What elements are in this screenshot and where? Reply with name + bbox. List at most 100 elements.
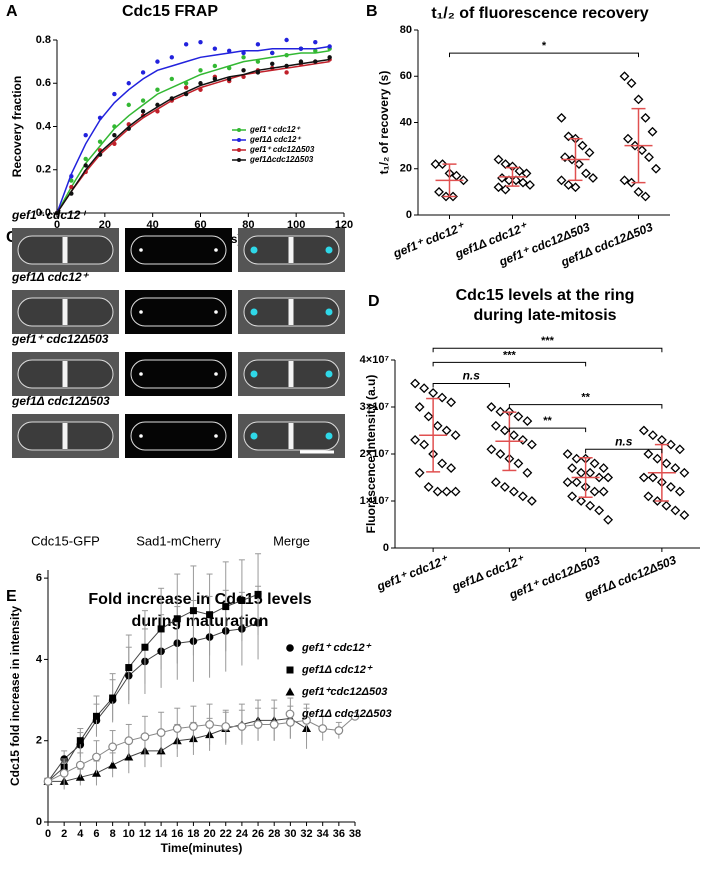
significance-label: ** [581, 392, 590, 404]
significance-bracket [432, 347, 663, 353]
data-point [241, 50, 246, 56]
data-point [270, 50, 275, 56]
x-axis-label: Time(minutes) [161, 841, 243, 855]
significance-bracket [508, 404, 663, 409]
chart-title: during maturation [132, 613, 269, 630]
data-point [255, 59, 261, 64]
data-point [155, 87, 160, 92]
data-point [419, 383, 430, 394]
data-point [619, 175, 630, 186]
data-point [212, 76, 218, 82]
data-point [169, 76, 174, 82]
spindle-pole [139, 434, 143, 438]
row-label: gef1⁺ cdc12⁺ [11, 208, 88, 222]
data-point [598, 486, 609, 497]
data-point [633, 94, 644, 105]
data-point [450, 430, 461, 441]
y-tick-label: 0 [383, 542, 389, 554]
data-point [562, 449, 573, 459]
data-point [69, 191, 74, 196]
row-label: gef1⁺ cdc12Δ503 [11, 332, 109, 346]
data-point [526, 496, 537, 506]
spindle-pole [214, 434, 218, 438]
data-point [603, 472, 614, 483]
cell-outline [130, 421, 227, 451]
x-tick-label: 30 [284, 828, 296, 840]
data-point [108, 760, 118, 769]
data-point [269, 720, 279, 729]
data-point [83, 156, 88, 162]
data-point [437, 392, 448, 403]
y-tick-label: 0.8 [36, 34, 51, 46]
legend-label: gef1Δcdc12Δ503 [249, 155, 314, 164]
significance-bracket [585, 448, 663, 454]
legend-marker [286, 644, 294, 652]
data-point [522, 467, 533, 478]
data-point [156, 728, 166, 737]
y-axis-label: t₁/₂ of recovery (s) [377, 71, 391, 175]
chart-title: Fold increase in Cdc15 levels [88, 591, 311, 608]
data-point [183, 85, 189, 90]
y-tick-label: 0 [406, 209, 412, 221]
significance-bracket [508, 427, 587, 433]
data-point [140, 109, 146, 114]
data-point [414, 402, 425, 412]
data-point [183, 91, 189, 97]
data-point [437, 458, 448, 469]
data-point [141, 643, 149, 651]
significance-bracket [432, 361, 587, 367]
spindle-pole [214, 310, 218, 314]
data-point [43, 776, 53, 786]
data-point [647, 472, 658, 483]
data-point [255, 70, 261, 75]
data-point [567, 491, 578, 502]
data-point [576, 496, 587, 506]
data-point [430, 159, 441, 170]
contractile-ring [288, 423, 294, 449]
spindle-pole [250, 308, 258, 316]
y-tick-label: 3×10⁷ [360, 401, 390, 413]
data-point [298, 46, 304, 51]
data-point [486, 402, 497, 412]
data-point [75, 760, 85, 770]
data-point [562, 477, 573, 488]
data-point [270, 61, 275, 66]
data-point [633, 186, 644, 197]
x-tick-label: 32 [300, 828, 312, 840]
legend-marker [285, 687, 295, 696]
data-point [241, 74, 246, 79]
x-tick-label: 80 [242, 219, 254, 231]
chart-title: Cdc15 levels at the ring [456, 287, 635, 304]
spindle-pole [214, 248, 218, 252]
y-tick-label: 0.6 [36, 77, 51, 89]
legend-label: gef1Δ cdc12⁺ [301, 664, 373, 676]
data-point [221, 722, 231, 731]
data-point [318, 724, 328, 733]
data-point [589, 486, 600, 497]
data-point [327, 55, 332, 60]
data-point [109, 694, 117, 702]
y-axis-label: Cdc15 fold increase in intensity [8, 606, 22, 786]
significance-label: *** [503, 349, 517, 361]
data-point [112, 141, 117, 146]
x-tick-label: 0 [45, 828, 51, 840]
data-point [679, 467, 690, 478]
data-point [651, 163, 661, 174]
x-tick-label: 16 [171, 828, 183, 840]
legend-marker [237, 138, 241, 142]
chart-title: t₁/₂ of fluorescence recovery [431, 5, 648, 22]
spindle-pole [325, 246, 333, 254]
data-point [432, 420, 443, 431]
legend-label: gef1⁺ cdc12Δ503 [249, 145, 315, 154]
data-point [189, 607, 197, 615]
data-point [126, 126, 131, 131]
data-point [108, 742, 118, 752]
data-point [652, 453, 663, 464]
data-point [255, 42, 261, 47]
data-point [589, 458, 600, 469]
data-point [334, 726, 344, 735]
data-point [567, 463, 578, 474]
data-point [640, 191, 651, 202]
cell-outline [130, 297, 227, 327]
data-point [643, 491, 654, 502]
